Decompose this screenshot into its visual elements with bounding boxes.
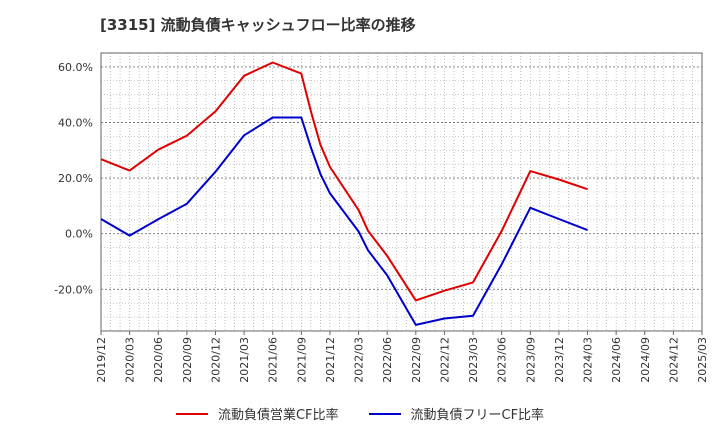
x-tick-label: 2020/09 xyxy=(181,337,194,383)
x-tick-label: 2021/06 xyxy=(267,337,280,383)
legend-label: 流動負債フリーCF比率 xyxy=(410,408,545,423)
x-tick-label: 2023/03 xyxy=(467,337,480,383)
x-tick-label: 2025/03 xyxy=(696,337,709,383)
y-tick-label: 60.0% xyxy=(58,61,93,74)
legend-swatch-red xyxy=(175,412,208,415)
x-tick-label: 2023/12 xyxy=(553,337,566,383)
legend-item-operating-cf: 流動負債営業CF比率 xyxy=(175,404,339,423)
x-tick-label: 2022/09 xyxy=(410,337,423,383)
series-layer xyxy=(100,61,588,326)
y-axis: 60.0% 40.0% 20.0% 0.0% -20.0% xyxy=(54,61,93,296)
x-tick-label: 2022/03 xyxy=(353,337,366,383)
x-tick-label: 2024/09 xyxy=(639,337,652,383)
x-tick-label: 2022/06 xyxy=(381,337,394,383)
x-tick-label: 2024/12 xyxy=(667,337,680,383)
chart-title: [3315] 流動負債キャッシュフロー比率の推移 xyxy=(100,16,416,34)
legend-item-free-cf: 流動負債フリーCF比率 xyxy=(368,404,545,423)
x-tick-label: 2020/12 xyxy=(209,337,222,383)
legend-swatch-blue xyxy=(368,412,401,415)
y-tick-label: -20.0% xyxy=(54,283,93,296)
x-tick-label: 2022/12 xyxy=(438,337,451,383)
x-axis: 2019/12 2020/03 2020/06 2020/09 2020/12 2021/… xyxy=(95,331,709,383)
y-tick-label: 0.0% xyxy=(65,228,93,241)
y-tick-label: 40.0% xyxy=(58,117,93,130)
x-tick-label: 2023/09 xyxy=(524,337,537,383)
x-tick-label: 2020/03 xyxy=(124,337,137,383)
series-line-0 xyxy=(100,61,588,302)
legend: 流動負債営業CF比率 流動負債フリーCF比率 xyxy=(0,404,720,423)
series-line-1 xyxy=(100,116,588,326)
y-tick-label: 20.0% xyxy=(58,172,93,185)
x-tick-label: 2019/12 xyxy=(95,337,108,383)
legend-label: 流動負債営業CF比率 xyxy=(217,408,339,423)
x-tick-label: 2024/03 xyxy=(582,337,595,383)
x-tick-label: 2021/12 xyxy=(324,337,337,383)
x-tick-label: 2021/09 xyxy=(295,337,308,383)
plot-frame xyxy=(100,52,703,332)
x-tick-label: 2023/06 xyxy=(496,337,509,383)
x-tick-label: 2020/06 xyxy=(152,337,165,383)
x-tick-label: 2021/03 xyxy=(238,337,251,383)
x-tick-label: 2024/06 xyxy=(610,337,623,383)
